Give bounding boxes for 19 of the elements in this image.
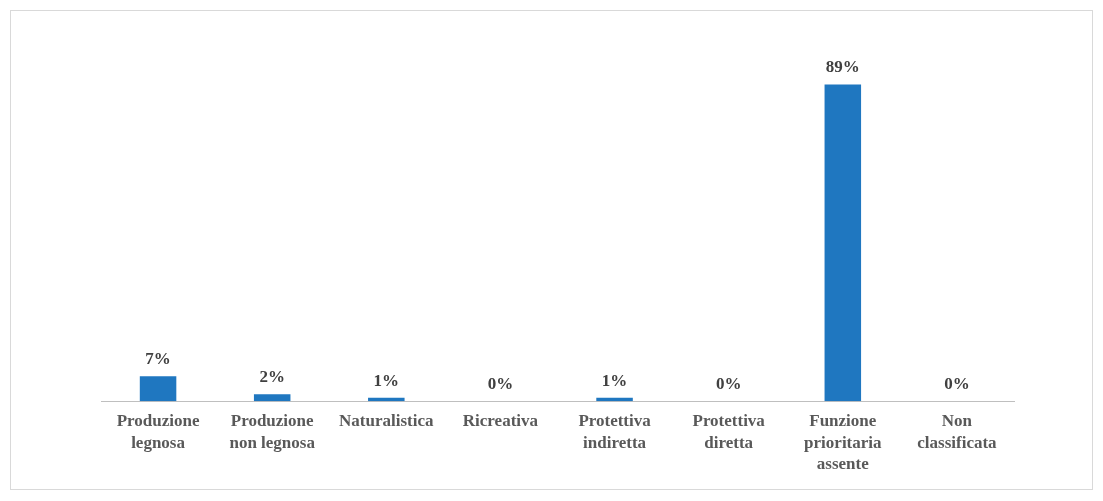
data-label: 7% <box>145 349 171 369</box>
bar <box>253 394 291 402</box>
data-label: 89% <box>825 57 860 77</box>
data-label: 0% <box>715 374 742 394</box>
x-tick-label: Non classificata <box>917 411 998 452</box>
x-tick-label: Produzione non legnosa <box>229 411 316 452</box>
x-tick-label: Produzione legnosa <box>116 411 200 452</box>
data-label: 0% <box>944 374 970 394</box>
x-tick-label: Protettiva indiretta <box>578 411 652 452</box>
data-label: 1% <box>601 370 628 390</box>
x-tick-label: Protettiva diretta <box>692 411 766 452</box>
data-label: 0% <box>487 374 514 394</box>
x-tick-label: Naturalistica <box>339 411 435 431</box>
data-label: 1% <box>373 370 400 390</box>
x-tick-label: Ricreativa <box>462 411 539 431</box>
data-label: 2% <box>259 367 285 387</box>
x-tick-label: Funzione prioritaria assente <box>804 411 883 473</box>
bar <box>139 376 177 402</box>
bar <box>824 84 862 402</box>
